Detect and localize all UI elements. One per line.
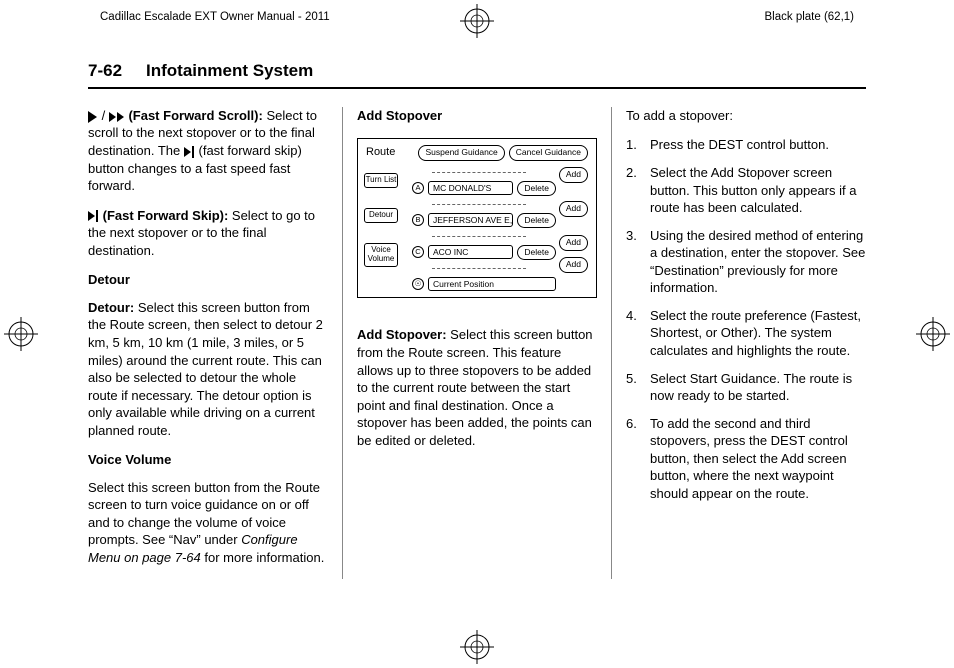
step-2: Select the Add Stopover screen button. T… xyxy=(626,164,866,217)
route-row-c: C ACO INC Delete xyxy=(412,243,556,261)
step-6: To add the second and third stopovers, p… xyxy=(626,415,866,503)
route-row-d: ☉ Current Position xyxy=(412,275,556,293)
delete-button-c: Delete xyxy=(517,245,556,260)
row-marker-c: C xyxy=(412,246,424,258)
step-4: Select the route preference (Fastest, Sh… xyxy=(626,307,866,360)
crop-mark-bottom xyxy=(460,630,494,664)
add-button-3: Add xyxy=(559,235,588,250)
voice-text-c: for more information. xyxy=(201,550,325,565)
skip-icon-bar-2 xyxy=(96,210,98,222)
step-5: Select Start Guidance. The route is now … xyxy=(626,370,866,405)
page-number: 7-62 xyxy=(88,60,122,83)
ff-scroll-label: (Fast Forward Scroll): xyxy=(125,108,263,123)
manual-title: Cadillac Escalade EXT Owner Manual - 201… xyxy=(100,10,330,26)
page-header: 7-62 Infotainment System xyxy=(88,60,866,89)
row-field-d: Current Position xyxy=(428,277,556,291)
crop-mark-right xyxy=(916,317,950,351)
route-screen-diagram: Route Suspend Guidance Cancel Guidance T… xyxy=(357,138,597,298)
stopover-intro: To add a stopover: xyxy=(626,107,866,125)
add-button-1: Add xyxy=(559,167,588,182)
add-stopover-text: Select this screen button from the Route… xyxy=(357,327,593,447)
turn-list-button: Turn List xyxy=(364,173,398,188)
column-2: Add Stopover Route Suspend Guidance Canc… xyxy=(343,107,612,579)
play-icon xyxy=(88,111,97,123)
row-marker-b: B xyxy=(412,214,424,226)
ff-icon-1 xyxy=(109,112,116,122)
detour-heading: Detour xyxy=(88,271,328,289)
detour-text: Select this screen button from the Route… xyxy=(88,300,323,438)
step-1: Press the DEST control button. xyxy=(626,136,866,154)
suspend-guidance-button: Suspend Guidance xyxy=(418,145,504,160)
detour-para: Detour: Select this screen button from t… xyxy=(88,299,328,439)
voice-volume-para: Select this screen button from the Route… xyxy=(88,479,328,567)
skip-icon-bar xyxy=(192,146,194,158)
detour-label: Detour: xyxy=(88,300,134,315)
add-stopover-label: Add Stopover: xyxy=(357,327,447,342)
fast-forward-scroll-para: / (Fast Forward Scroll): Select to scrol… xyxy=(88,107,328,195)
voice-volume-heading: Voice Volume xyxy=(88,451,328,469)
row-field-a: MC DONALD'S xyxy=(428,181,513,195)
row-field-b: JEFFERSON AVE E,, xyxy=(428,213,513,227)
cancel-guidance-button: Cancel Guidance xyxy=(509,145,588,160)
add-stopover-para: Add Stopover: Select this screen button … xyxy=(357,326,597,449)
page-content: 7-62 Infotainment System / (Fast Forward… xyxy=(72,60,882,630)
column-1: / (Fast Forward Scroll): Select to scrol… xyxy=(88,107,343,579)
delete-button-b: Delete xyxy=(517,213,556,228)
crop-mark-left xyxy=(4,317,38,351)
ff-icon-2 xyxy=(117,112,124,122)
row-marker-a: A xyxy=(412,182,424,194)
dash-line-3 xyxy=(432,236,526,237)
add-button-4: Add xyxy=(559,257,588,272)
fast-forward-skip-para: (Fast Forward Skip): Select to go to the… xyxy=(88,207,328,260)
section-title: Infotainment System xyxy=(146,60,313,83)
slash-text: / xyxy=(98,108,109,123)
add-button-2: Add xyxy=(559,201,588,216)
add-stopover-heading: Add Stopover xyxy=(357,107,597,125)
step-3: Using the desired method of entering a d… xyxy=(626,227,866,297)
column-3: To add a stopover: Press the DEST contro… xyxy=(612,107,866,579)
route-row-b: B JEFFERSON AVE E,, Delete xyxy=(412,211,556,229)
plate-info: Black plate (62,1) xyxy=(765,10,855,26)
stopover-steps: Press the DEST control button. Select th… xyxy=(626,136,866,502)
route-row-a: A MC DONALD'S Delete xyxy=(412,179,556,197)
row-field-c: ACO INC xyxy=(428,245,513,259)
dash-line-1 xyxy=(432,172,526,173)
ff-skip-label: (Fast Forward Skip): xyxy=(99,208,228,223)
skip-icon-tri-2 xyxy=(88,211,95,221)
skip-icon-tri xyxy=(184,147,191,157)
dash-line-4 xyxy=(432,268,526,269)
voice-volume-button: Voice Volume xyxy=(364,243,398,267)
print-header: Cadillac Escalade EXT Owner Manual - 201… xyxy=(0,10,954,26)
row-marker-d: ☉ xyxy=(412,278,424,290)
route-title: Route xyxy=(366,145,395,160)
dash-line-2 xyxy=(432,204,526,205)
detour-button: Detour xyxy=(364,208,398,223)
delete-button-a: Delete xyxy=(517,181,556,196)
